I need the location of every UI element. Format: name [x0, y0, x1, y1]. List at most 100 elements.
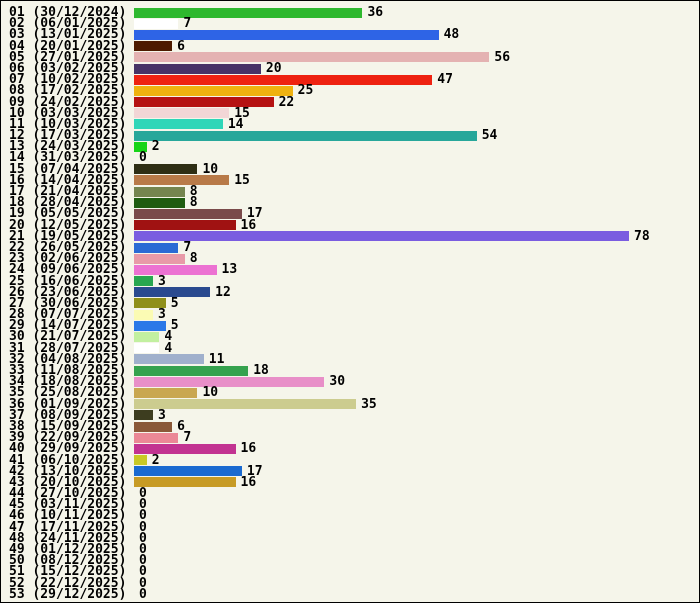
value-label: 2: [151, 452, 160, 468]
week-label: 21 (19/05/2025): [9, 228, 127, 244]
bar: [134, 52, 490, 63]
value-label: 20: [265, 60, 282, 76]
value-label: 0: [139, 553, 147, 569]
value-label: 0: [139, 508, 147, 524]
bar: [134, 29, 439, 40]
chart-row: 45 (03/11/2025) 0: [9, 497, 699, 513]
chart-row: 03 (13/01/2025) 48: [9, 27, 699, 43]
value-label: 8: [189, 184, 198, 199]
chart-row: 49 (01/12/2025) 0: [9, 542, 699, 557]
chart-row: 24 (09/06/2025) 13: [9, 262, 699, 278]
week-label: 41 (06/10/2025): [9, 452, 127, 468]
value-label: 0: [139, 150, 147, 166]
week-label: 18 (28/04/2025): [9, 195, 127, 211]
week-label: 40 (29/09/2025): [9, 441, 127, 457]
value-label: 3: [158, 307, 166, 323]
bar: [134, 298, 166, 309]
chart-row: 32 (04/08/2025) 11: [9, 351, 699, 367]
week-label: 25 (16/06/2025): [9, 273, 127, 289]
chart-row: 47 (17/11/2025) 0: [9, 519, 699, 535]
bar: [134, 175, 230, 186]
chart-row: 22 (26/05/2025) 7: [9, 239, 699, 255]
value-label: 0: [139, 497, 147, 513]
bar: [134, 164, 198, 175]
bar: [134, 410, 154, 421]
week-label: 03 (13/01/2025): [9, 27, 127, 43]
bar: [134, 85, 293, 96]
bar: [134, 97, 274, 108]
value-label: 0: [139, 542, 147, 557]
chart-row: 40 (29/09/2025) 16: [9, 441, 699, 457]
value-label: 0: [139, 564, 147, 580]
chart-row: 05 (27/01/2025) 56: [9, 49, 699, 65]
value-label: 25: [297, 83, 314, 99]
bar: [134, 208, 242, 219]
value-label: 4: [164, 340, 173, 356]
chart-row: 30 (21/07/2025) 4: [9, 329, 699, 345]
value-label: 10: [202, 385, 219, 401]
bar: [134, 220, 236, 231]
week-label: 48 (24/11/2025): [9, 530, 127, 546]
chart-row: 04 (20/01/2025) 6: [9, 38, 699, 54]
value-label: 5: [170, 295, 179, 311]
value-label: 56: [494, 49, 511, 65]
bar: [134, 376, 325, 387]
week-label: 47 (17/11/2025): [9, 519, 127, 535]
chart-row: 21 (19/05/2025) 78: [9, 228, 699, 244]
chart-row: 29 (14/07/2025) 5: [9, 318, 699, 334]
value-label: 54: [481, 128, 498, 144]
value-label: 14: [227, 116, 244, 132]
week-label: 46 (10/11/2025): [9, 508, 127, 524]
bar: [134, 320, 166, 331]
chart-row: 27 (30/06/2025) 5: [9, 295, 699, 311]
bar: [134, 354, 204, 365]
value-label: 6: [177, 418, 185, 434]
chart-row: 23 (02/06/2025) 8: [9, 252, 699, 265]
value-label: 15: [234, 172, 250, 188]
value-label: 3: [158, 407, 166, 423]
chart-row: 15 (07/04/2025) 10: [9, 163, 699, 176]
week-label: 04 (20/01/2025): [9, 38, 127, 54]
chart-row: 50 (08/12/2025) 0: [9, 553, 699, 569]
bar: [134, 432, 179, 443]
week-label: 29 (14/07/2025): [9, 318, 127, 334]
value-label: 5: [170, 318, 179, 334]
bar: [134, 287, 211, 298]
chart-row: 16 (14/04/2025) 15: [9, 172, 699, 188]
week-label: 26 (23/06/2025): [9, 284, 127, 300]
value-label: 8: [189, 195, 198, 211]
chart-row: 38 (15/09/2025) 6: [9, 418, 699, 434]
chart-row: 28 (07/07/2025) 3: [9, 307, 699, 323]
week-label: 22 (26/05/2025): [9, 239, 127, 255]
week-label: 33 (11/08/2025): [9, 363, 127, 378]
bar: [134, 455, 147, 466]
value-label: 13: [221, 262, 238, 278]
bar: [134, 264, 217, 275]
value-label: 17: [246, 206, 263, 222]
bar: [134, 365, 249, 376]
value-label: 0: [139, 575, 147, 591]
value-label: 47: [437, 72, 453, 88]
week-label: 45 (03/11/2025): [9, 497, 127, 513]
week-label: 42 (13/10/2025): [9, 463, 127, 479]
chart-row: 02 (06/01/2025) 7: [9, 16, 699, 32]
bar: [134, 477, 236, 488]
value-label: 7: [183, 430, 192, 446]
bar: [134, 387, 198, 398]
bar: [134, 18, 179, 29]
bar: [134, 276, 154, 287]
week-label: 32 (04/08/2025): [9, 351, 127, 367]
week-label: 34 (18/08/2025): [9, 374, 127, 390]
chart-row: 12 (17/03/2025) 54: [9, 128, 699, 144]
chart-row: 31 (28/07/2025) 4: [9, 340, 699, 356]
value-label: 4: [164, 329, 173, 345]
chart-row: 39 (22/09/2025) 7: [9, 430, 699, 446]
week-label: 02 (06/01/2025): [9, 16, 127, 32]
week-label: 52 (22/12/2025): [9, 575, 127, 591]
week-label: 05 (27/01/2025): [9, 49, 127, 65]
value-label: 18: [253, 363, 269, 378]
chart-row: 14 (31/03/2025) 0: [9, 150, 699, 166]
bar: [134, 253, 185, 264]
chart-row: 42 (13/10/2025) 17: [9, 463, 699, 479]
week-label: 28 (07/07/2025): [9, 307, 127, 323]
